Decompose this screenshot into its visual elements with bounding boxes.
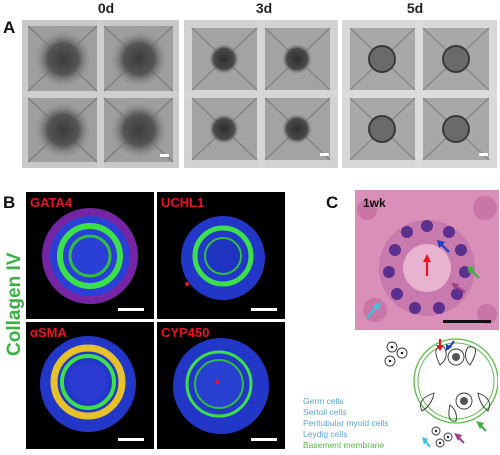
panel-b-letter: B <box>3 193 16 212</box>
stain-label-asma: αSMA <box>30 325 67 340</box>
microwell-image-0d <box>22 20 179 168</box>
histology-time-label: 1wk <box>363 196 386 210</box>
legend-sertoli-cells: Sertoli cells <box>303 407 347 417</box>
panel-a-letter: A <box>3 18 16 37</box>
microwell-image-5d <box>342 20 497 168</box>
stain-label-uchl1: UCHL1 <box>161 195 205 210</box>
stain-label-gata4: GATA4 <box>30 195 73 210</box>
fluor-image-asma: αSMA <box>26 322 154 449</box>
histology-image: 1wk <box>355 190 499 330</box>
legend-basement-membrane: Basement membrane <box>303 440 385 450</box>
fluor-image-cyp450: CYP450 <box>157 322 285 449</box>
tubule-schematic <box>370 335 498 453</box>
fluor-image-uchl1: UCHL1 <box>157 192 285 319</box>
legend-peritubular-myoid-cells: Peritubular myoid cells <box>303 418 389 428</box>
collagen-iv-label: Collagen IV <box>4 252 25 356</box>
timepoint-label-2: 5d <box>406 0 424 16</box>
microwell-image-3d <box>184 20 338 168</box>
panel-c-letter: C <box>326 193 339 212</box>
stain-label-cyp450: CYP450 <box>161 325 210 340</box>
timepoint-label-0: 0d <box>97 0 115 16</box>
legend-germ-cells: Germ cells <box>303 396 344 406</box>
timepoint-label-1: 3d <box>255 0 273 16</box>
fluor-image-gata4: GATA4 <box>26 192 154 319</box>
legend-leydig-cells: Leydig cells <box>303 429 348 439</box>
